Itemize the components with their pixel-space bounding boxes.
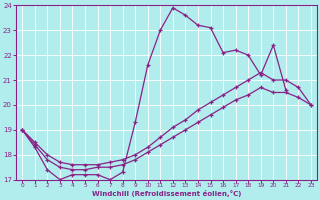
X-axis label: Windchill (Refroidissement éolien,°C): Windchill (Refroidissement éolien,°C) xyxy=(92,190,241,197)
